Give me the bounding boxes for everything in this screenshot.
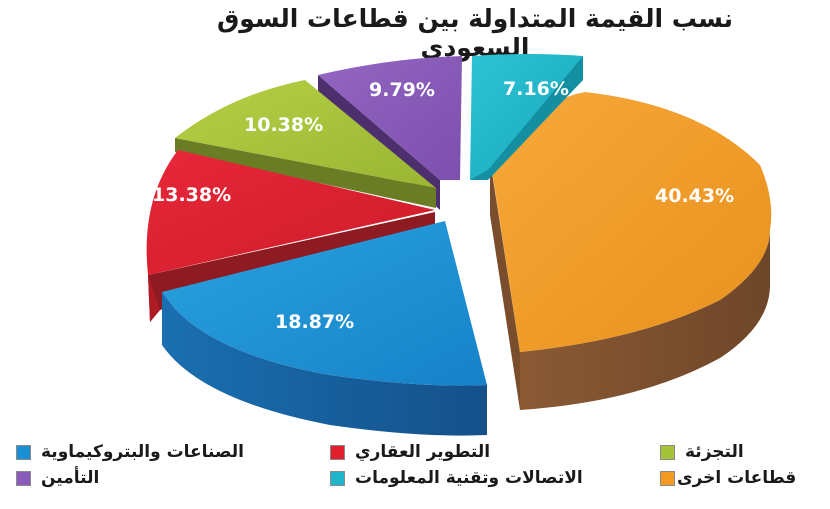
legend-swatch-blue: [16, 444, 31, 460]
label-telecom: 7.16%: [503, 78, 569, 100]
legend-item-realestate: التطوير العقاري: [330, 442, 490, 462]
label-insurance: 9.79%: [369, 79, 435, 101]
legend-item-telecom: الاتصالات وتقنية المعلومات: [330, 468, 583, 488]
legend-swatch-purple: [16, 470, 31, 486]
slice-other[interactable]: [490, 92, 772, 352]
slice-other-side: [490, 160, 770, 410]
slice-retail[interactable]: [175, 80, 436, 188]
label-retail: 10.38%: [244, 114, 323, 136]
chart-legend: الصناعات والبتروكيماوية التطوير العقاري …: [0, 442, 830, 502]
legend-swatch-orange: [660, 470, 675, 486]
slice-insurance[interactable]: [318, 56, 462, 180]
slice-realestate[interactable]: [146, 150, 435, 275]
legend-item-insurance: التأمين: [16, 468, 99, 488]
legend-swatch-teal: [330, 470, 345, 486]
slice-retail-side: [175, 138, 436, 208]
chart-title: نسب القيمة المتداولة بين قطاعات السوق ال…: [216, 4, 734, 62]
legend-swatch-red: [330, 444, 345, 460]
slice-telecom[interactable]: [470, 54, 583, 180]
legend-swatch-green: [660, 444, 675, 460]
legend-item-other: قطاعات اخرى: [660, 468, 796, 488]
label-industry: 18.87%: [275, 311, 354, 333]
label-realestate: 13.38%: [152, 184, 231, 206]
legend-item-retail: التجزئة: [660, 442, 744, 462]
label-other: 40.43%: [655, 185, 734, 207]
slice-industry-side: [162, 292, 487, 436]
slice-industry[interactable]: [162, 221, 487, 386]
pie-chart: 7.16% 40.43% 18.87% 13.38% 10.38% 9.79%: [146, 54, 772, 436]
legend-item-industry: الصناعات والبتروكيماوية: [16, 442, 244, 462]
